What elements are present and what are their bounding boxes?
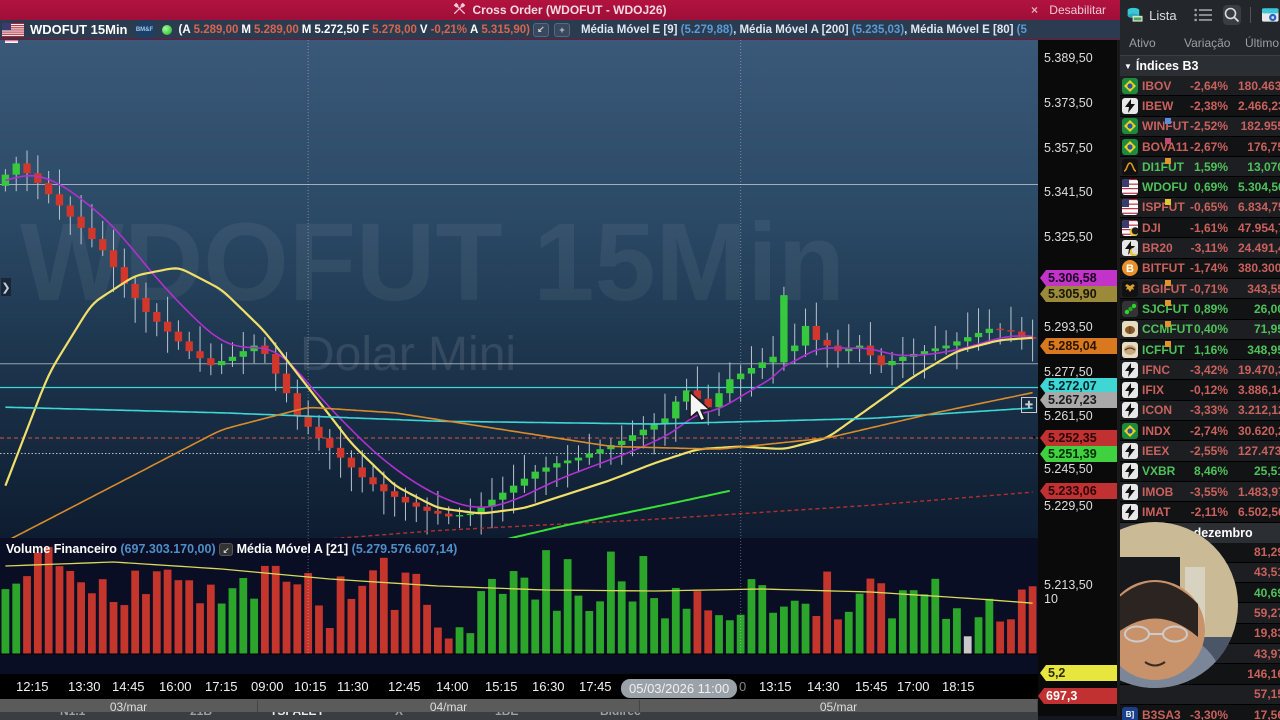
svg-text:B: B: [1126, 263, 1134, 275]
svg-text:Dolar Mini: Dolar Mini: [300, 328, 516, 381]
